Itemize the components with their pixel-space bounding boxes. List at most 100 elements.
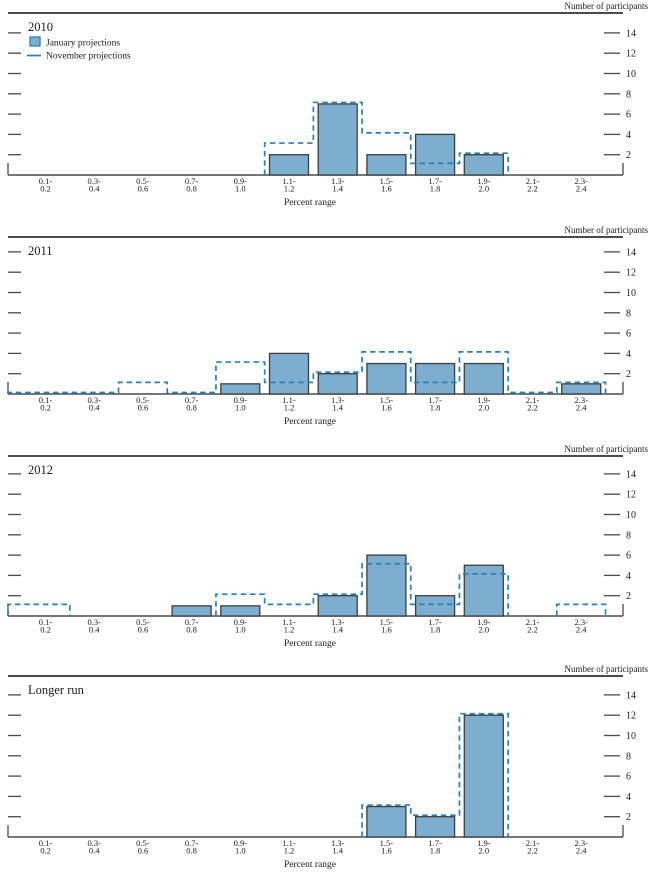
january-bar bbox=[268, 154, 310, 176]
y-tick-label: 4 bbox=[626, 792, 631, 803]
y-tick-label: 6 bbox=[626, 772, 631, 783]
x-tick-label-bottom: 0.2 bbox=[40, 846, 51, 856]
x-tick-label-top: 1.3- bbox=[331, 838, 345, 848]
x-tick-label-bottom: 0.6 bbox=[138, 846, 149, 856]
x-tick-label-bottom: 0.8 bbox=[186, 846, 197, 856]
legend-january-label: January projections bbox=[46, 39, 120, 49]
panel-2010: Number of participants 2 4 6 8 10 12 14 0.1-0.2 0… bbox=[7, 1, 649, 208]
x-tick-label-top: 1.5- bbox=[380, 395, 394, 405]
y-tick-label: 12 bbox=[626, 49, 636, 60]
x-tick-label-top: 0.9- bbox=[234, 395, 248, 405]
x-tick-label-top: 0.5- bbox=[136, 176, 150, 186]
x-tick-label-top: 0.1- bbox=[39, 395, 53, 405]
x-tick-label-top: 0.9- bbox=[234, 838, 248, 848]
november-outline bbox=[215, 562, 509, 616]
x-tick-label-bottom: 0.6 bbox=[138, 403, 149, 413]
x-axis-caption: Percent range bbox=[284, 860, 336, 870]
y-tick-label: 2 bbox=[626, 150, 631, 161]
x-tick-label-bottom: 1.6 bbox=[381, 625, 392, 635]
x-tick-label-bottom: 0.2 bbox=[40, 625, 51, 635]
y-tick-label: 4 bbox=[626, 130, 631, 141]
y-tick-label: 8 bbox=[626, 751, 631, 762]
x-tick-label-top: 2.3- bbox=[574, 176, 588, 186]
y-tick-label: 8 bbox=[626, 530, 631, 541]
y-tick-label: 4 bbox=[626, 571, 631, 582]
x-tick-label-bottom: 1.4 bbox=[332, 625, 343, 635]
x-tick-label-bottom: 0.4 bbox=[89, 403, 100, 413]
x-tick-label-top: 1.1- bbox=[282, 617, 296, 627]
x-tick-label-top: 1.1- bbox=[282, 838, 296, 848]
x-axis-caption: Percent range bbox=[284, 198, 336, 208]
x-tick-label-top: 0.5- bbox=[136, 617, 150, 627]
y-axis-caption: Number of participants bbox=[565, 1, 649, 11]
november-outline bbox=[361, 712, 509, 837]
x-tick-label-top: 0.1- bbox=[39, 838, 53, 848]
x-tick-label-top: 0.1- bbox=[39, 617, 53, 627]
x-tick-label-top: 0.3- bbox=[87, 395, 101, 405]
x-tick-label-bottom: 1.0 bbox=[235, 403, 246, 413]
x-tick-label-top: 1.1- bbox=[282, 395, 296, 405]
x-tick-label-top: 1.9- bbox=[477, 617, 491, 627]
x-tick-label-bottom: 1.2 bbox=[284, 184, 295, 194]
x-tick-label-bottom: 0.2 bbox=[40, 403, 51, 413]
x-tick-label-top: 1.5- bbox=[380, 176, 394, 186]
x-tick-label-top: 1.7- bbox=[428, 838, 442, 848]
panel-title: 2012 bbox=[28, 463, 53, 477]
legend: January projections November projections bbox=[27, 36, 131, 62]
y-tick-label: 10 bbox=[626, 288, 636, 299]
x-tick-label-bottom: 1.6 bbox=[381, 184, 392, 194]
x-tick-label-bottom: 1.2 bbox=[284, 846, 295, 856]
january-bar bbox=[463, 714, 504, 838]
y-tick-label: 14 bbox=[626, 690, 636, 701]
x-tick-label-top: 2.3- bbox=[574, 395, 588, 405]
x-tick-label-top: 1.5- bbox=[380, 838, 394, 848]
x-axis-caption: Percent range bbox=[284, 417, 336, 427]
x-tick-label-top: 1.9- bbox=[477, 176, 491, 186]
january-bar bbox=[366, 554, 407, 617]
y-tick-label: 2 bbox=[626, 591, 631, 602]
x-tick-label-top: 0.3- bbox=[87, 617, 101, 627]
x-tick-label-bottom: 1.0 bbox=[235, 846, 246, 856]
x-tick-label-bottom: 0.4 bbox=[89, 846, 100, 856]
january-bar bbox=[463, 154, 504, 176]
november-outline bbox=[556, 603, 607, 616]
x-tick-label-bottom: 1.8 bbox=[430, 625, 441, 635]
x-tick-label-bottom: 1.2 bbox=[284, 403, 295, 413]
november-outline bbox=[7, 351, 607, 394]
january-bar bbox=[317, 595, 358, 617]
x-tick-label-bottom: 2.0 bbox=[478, 625, 489, 635]
x-tick-label-top: 1.7- bbox=[428, 395, 442, 405]
legend-november-label: November projections bbox=[46, 52, 131, 62]
x-tick-label-bottom: 1.4 bbox=[332, 846, 343, 856]
x-tick-label-bottom: 2.0 bbox=[478, 403, 489, 413]
january-bar bbox=[463, 564, 504, 617]
x-tick-label-top: 1.1- bbox=[282, 176, 296, 186]
y-tick-label: 10 bbox=[626, 69, 636, 80]
x-tick-label-top: 2.1- bbox=[526, 176, 540, 186]
x-tick-label-bottom: 0.4 bbox=[89, 184, 100, 194]
x-tick-label-top: 0.7- bbox=[185, 617, 199, 627]
x-tick-label-top: 1.9- bbox=[477, 838, 491, 848]
x-tick-label-top: 0.9- bbox=[234, 176, 248, 186]
x-tick-label-top: 0.1- bbox=[39, 176, 53, 186]
y-axis-caption: Number of participants bbox=[565, 225, 649, 235]
january-bar bbox=[171, 605, 212, 617]
x-tick-label-bottom: 2.2 bbox=[527, 625, 538, 635]
x-tick-label-top: 0.3- bbox=[87, 176, 101, 186]
x-tick-label-bottom: 2.0 bbox=[478, 184, 489, 194]
x-tick-label-bottom: 1.8 bbox=[430, 403, 441, 413]
x-tick-label-top: 0.7- bbox=[185, 838, 199, 848]
y-tick-label: 12 bbox=[626, 268, 636, 279]
x-tick-label-bottom: 1.6 bbox=[381, 846, 392, 856]
y-tick-label: 10 bbox=[626, 731, 636, 742]
x-tick-label-bottom: 1.0 bbox=[235, 625, 246, 635]
x-tick-label-top: 1.3- bbox=[331, 617, 345, 627]
january-bar bbox=[317, 373, 358, 395]
x-tick-label-bottom: 0.6 bbox=[138, 184, 149, 194]
january-bar bbox=[268, 352, 310, 395]
january-bar bbox=[220, 605, 261, 617]
x-axis-caption: Percent range bbox=[284, 639, 336, 649]
x-tick-label-top: 0.5- bbox=[136, 838, 150, 848]
y-tick-label: 12 bbox=[626, 490, 636, 501]
x-tick-label-top: 1.3- bbox=[331, 176, 345, 186]
